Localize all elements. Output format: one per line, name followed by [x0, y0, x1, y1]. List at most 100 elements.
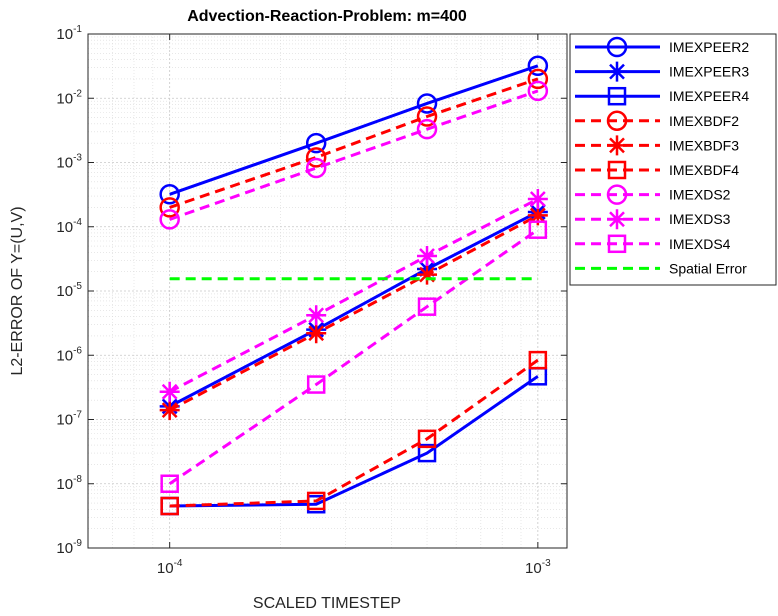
series-line: [168, 214, 539, 412]
series-imexds3: [159, 189, 548, 402]
data-point: [416, 93, 438, 114]
series-imexds2: [159, 80, 549, 230]
legend-label: IMEXPEER4: [669, 88, 749, 104]
series-imexbdf2: [159, 68, 549, 218]
series-line: [169, 358, 539, 508]
legend-label: IMEXBDF2: [669, 113, 739, 129]
legend-marker: [606, 184, 628, 205]
data-point: [416, 118, 438, 140]
y-axis-label: L2-ERROR OF Y=(U,V): [9, 206, 26, 375]
x-tick-label: 10-3: [525, 558, 551, 577]
series-line: [168, 197, 539, 394]
data-point: [305, 147, 327, 168]
x-axis-label: SCALED TIMESTEP: [253, 595, 401, 612]
chart-title: Advection-Reaction-Problem: m=400: [187, 8, 467, 25]
legend-item: IMEXPEER4: [575, 86, 749, 106]
legend: IMEXPEER2 IMEXPEER3 IMEXPEER4 IMEXBDF2 IMEXB…: [569, 33, 777, 286]
legend-item: IMEXPEER3: [575, 61, 749, 82]
data-point: [527, 189, 548, 210]
legend-item: IMEXDS2: [575, 184, 731, 205]
legend-marker: [606, 36, 628, 58]
data-point: [159, 400, 180, 421]
data-point: [305, 132, 327, 154]
data-point: [417, 246, 438, 267]
legend-marker: [607, 86, 627, 106]
legend-label: IMEXBDF4: [669, 162, 739, 178]
legend-item: IMEXBDF3: [575, 135, 739, 156]
legend-label: IMEXBDF3: [669, 137, 739, 153]
series-line: [169, 89, 539, 221]
data-point: [527, 55, 549, 77]
y-tick-labels: 10-9 10-8 10-7 10-6 10-5 10-4 10-3 10-2 10-1: [56, 24, 82, 557]
series-imexpeer2: [159, 55, 549, 205]
data-point: [160, 474, 179, 493]
legend-label: IMEXDS3: [669, 211, 731, 227]
y-tick-label: 10-6: [56, 345, 82, 364]
major-grid: [88, 33, 567, 549]
series-imexds4: [160, 220, 548, 493]
legend-box: [569, 33, 777, 286]
series-line: [169, 375, 539, 508]
legend-marker: [607, 234, 627, 254]
series-line: [169, 77, 539, 209]
minor-grid: [87, 34, 567, 548]
legend-label: IMEXDS2: [669, 187, 731, 203]
legend-label: IMEXPEER2: [669, 39, 749, 55]
data-point: [528, 350, 548, 370]
data-point: [306, 323, 327, 344]
legend-marker: [607, 209, 627, 230]
legend-marker: [607, 160, 627, 180]
data-point: [416, 106, 438, 127]
legend-items: IMEXPEER2 IMEXPEER3 IMEXPEER4 IMEXBDF2 IMEXB…: [575, 36, 749, 276]
tick-marks: [88, 33, 567, 549]
y-tick-label: 10-3: [56, 153, 82, 172]
series-layer: [159, 55, 549, 516]
y-tick-label: 10-5: [56, 281, 82, 300]
legend-marker: [607, 135, 627, 156]
legend-item: IMEXPEER2: [575, 36, 749, 58]
data-point: [305, 157, 327, 179]
legend-label: Spatial Error: [669, 260, 747, 276]
y-tick-label: 10-4: [56, 217, 82, 236]
data-point: [159, 197, 180, 218]
y-tick-label: 10-1: [56, 24, 82, 43]
data-point: [417, 443, 437, 463]
legend-marker: [606, 110, 628, 132]
data-point: [527, 80, 549, 102]
data-point: [159, 209, 180, 230]
data-point: [527, 205, 548, 226]
plot-area: [87, 33, 568, 549]
data-point: [159, 381, 180, 402]
series-line: [169, 64, 539, 196]
x-tick-label: 10-4: [157, 558, 183, 577]
data-point: [528, 220, 548, 239]
legend-marker: [607, 61, 627, 82]
legend-item: IMEXDS4: [575, 234, 731, 254]
axes-background: [88, 34, 567, 548]
legend-item: IMEXBDF4: [575, 160, 739, 180]
y-tick-label: 10-2: [56, 88, 82, 107]
data-point: [417, 297, 437, 316]
data-point: [159, 184, 180, 205]
data-point: [417, 264, 438, 285]
data-point: [160, 496, 179, 516]
legend-item: IMEXDS3: [575, 209, 731, 230]
series-imexbdf4: [160, 350, 548, 516]
data-point: [417, 429, 437, 449]
data-point: [306, 491, 326, 511]
y-tick-label: 10-7: [56, 410, 82, 429]
series-line: [168, 228, 539, 485]
y-tick-label: 10-8: [56, 474, 82, 493]
legend-item: Spatial Error: [575, 260, 747, 276]
data-point: [306, 305, 327, 326]
y-tick-label: 10-9: [56, 538, 82, 557]
legend-item: IMEXBDF2: [575, 110, 739, 132]
data-point: [306, 375, 326, 394]
legend-label: IMEXDS4: [669, 236, 731, 252]
series-imexbdf3: [159, 205, 548, 421]
data-point: [527, 68, 549, 90]
x-tick-labels: 10-4 10-3: [157, 558, 551, 577]
series-line: [168, 210, 539, 408]
legend-label: IMEXPEER3: [669, 64, 749, 80]
